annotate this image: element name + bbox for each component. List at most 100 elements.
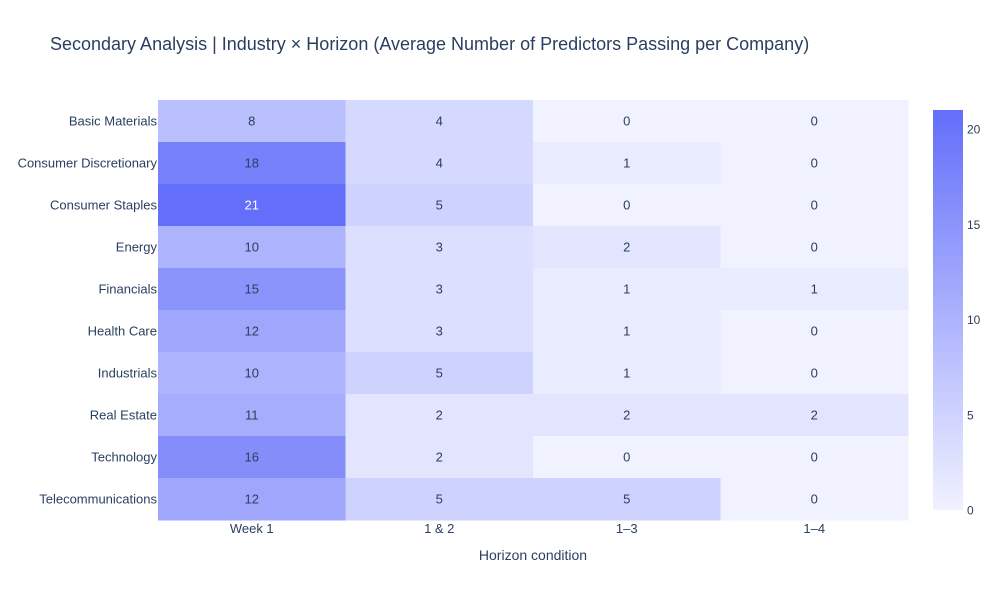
cell-value-label: 3 xyxy=(436,240,443,255)
cell-value-label: 18 xyxy=(245,156,259,171)
y-tick-label: Financials xyxy=(98,282,157,297)
cell-value-label: 0 xyxy=(811,198,818,213)
heatmap-cell xyxy=(720,226,909,269)
cell-value-label: 0 xyxy=(811,324,818,339)
colorbar-tick-label: 15 xyxy=(967,218,981,232)
heatmap-cell xyxy=(158,184,346,227)
cell-value-label: 0 xyxy=(811,114,818,129)
heatmap-cell xyxy=(345,394,534,437)
heatmap-cell xyxy=(345,352,534,395)
colorbar-tick-labels: 0 5 10 15 20 xyxy=(967,123,981,518)
cell-value-label: 10 xyxy=(245,240,259,255)
colorbar-tick-label: 5 xyxy=(967,408,974,422)
heatmap-cell xyxy=(345,100,534,143)
cell-value-label: 1 xyxy=(623,324,630,339)
heatmap-cell xyxy=(158,478,346,521)
cell-value-label: 2 xyxy=(811,408,818,423)
cell-value-label: 0 xyxy=(623,198,630,213)
cell-value-label: 1 xyxy=(623,156,630,171)
colorbar-tick-label: 10 xyxy=(967,313,981,327)
heatmap-cell xyxy=(158,226,346,269)
cell-value-label: 8 xyxy=(248,114,255,129)
cell-value-label: 15 xyxy=(245,282,259,297)
cell-value-label: 5 xyxy=(436,492,443,507)
heatmap-cell xyxy=(720,478,909,521)
heatmap-cell xyxy=(158,352,346,395)
heatmap-cell xyxy=(345,226,534,269)
y-tick-label: Energy xyxy=(116,240,158,255)
cell-value-label: 16 xyxy=(245,450,259,465)
y-tick-label: Basic Materials xyxy=(69,114,158,129)
heatmap-cell xyxy=(533,352,721,395)
heatmap-cell xyxy=(533,478,721,521)
heatmap-cell xyxy=(720,352,909,395)
x-tick-label: 1 & 2 xyxy=(424,521,454,536)
cell-value-label: 21 xyxy=(245,198,259,213)
heatmap-cell xyxy=(533,226,721,269)
heatmap-cell xyxy=(533,100,721,143)
heatmap-cell xyxy=(720,142,909,185)
cell-value-label: 1 xyxy=(623,282,630,297)
heatmap-cell xyxy=(158,394,346,437)
heatmap-cell xyxy=(533,436,721,479)
heatmap-cell xyxy=(345,142,534,185)
heatmap-cell xyxy=(158,268,346,311)
cell-value-label: 0 xyxy=(811,492,818,507)
y-tick-label: Technology xyxy=(91,450,157,465)
colorbar xyxy=(933,110,963,510)
cell-value-label: 3 xyxy=(436,324,443,339)
x-axis-tick-labels: Week 1 1 & 2 1–3 1–4 xyxy=(230,521,825,536)
cell-value-label: 12 xyxy=(245,324,259,339)
cell-value-label: 2 xyxy=(436,450,443,465)
heatmap-cell xyxy=(720,268,909,311)
heatmap-cell xyxy=(720,436,909,479)
y-axis-tick-labels: Basic Materials Consumer Discretionary Con… xyxy=(18,114,158,507)
chart-title: Secondary Analysis | Industry × Horizon … xyxy=(50,34,809,54)
cell-value-label: 0 xyxy=(811,240,818,255)
cell-value-label: 1 xyxy=(623,366,630,381)
cell-value-label: 12 xyxy=(245,492,259,507)
heatmap-cell xyxy=(158,142,346,185)
colorbar-tick-label: 0 xyxy=(967,504,974,518)
heatmap-cell xyxy=(533,268,721,311)
cell-value-label: 10 xyxy=(245,366,259,381)
cell-value-label: 0 xyxy=(811,450,818,465)
y-tick-label: Consumer Staples xyxy=(50,198,157,213)
x-tick-label: Week 1 xyxy=(230,521,274,536)
cell-value-label: 2 xyxy=(623,408,630,423)
cell-value-label: 0 xyxy=(623,450,630,465)
heatmap-cell xyxy=(533,184,721,227)
y-tick-label: Consumer Discretionary xyxy=(18,156,158,171)
cell-value-label: 4 xyxy=(436,114,443,129)
cell-value-label: 0 xyxy=(623,114,630,129)
y-tick-label: Real Estate xyxy=(90,408,157,423)
cell-value-label: 3 xyxy=(436,282,443,297)
colorbar-tick-label: 20 xyxy=(967,123,981,137)
x-tick-label: 1–4 xyxy=(803,521,825,536)
cell-value-label: 5 xyxy=(436,366,443,381)
heatmap-cell xyxy=(345,184,534,227)
heatmap-cell xyxy=(158,436,346,479)
cell-value-label: 5 xyxy=(623,492,630,507)
heatmap-cell xyxy=(345,268,534,311)
cell-value-label: 4 xyxy=(436,156,443,171)
cell-value-label: 0 xyxy=(811,366,818,381)
y-tick-label: Telecommunications xyxy=(39,492,157,507)
heatmap-cell xyxy=(533,394,721,437)
x-axis-title: Horizon condition xyxy=(479,547,587,563)
heatmap-cell xyxy=(345,478,534,521)
heatmap-cell xyxy=(533,310,721,353)
heatmap-cell xyxy=(720,100,909,143)
cell-value-label: 11 xyxy=(245,408,259,423)
heatmap-cell xyxy=(345,310,534,353)
x-tick-label: 1–3 xyxy=(616,521,638,536)
heatmap-cell xyxy=(720,394,909,437)
y-tick-label: Industrials xyxy=(98,366,158,381)
heatmap-cell xyxy=(720,184,909,227)
cell-value-label: 2 xyxy=(436,408,443,423)
heatmap-cell xyxy=(533,142,721,185)
cell-value-label: 2 xyxy=(623,240,630,255)
cell-value-label: 1 xyxy=(811,282,818,297)
